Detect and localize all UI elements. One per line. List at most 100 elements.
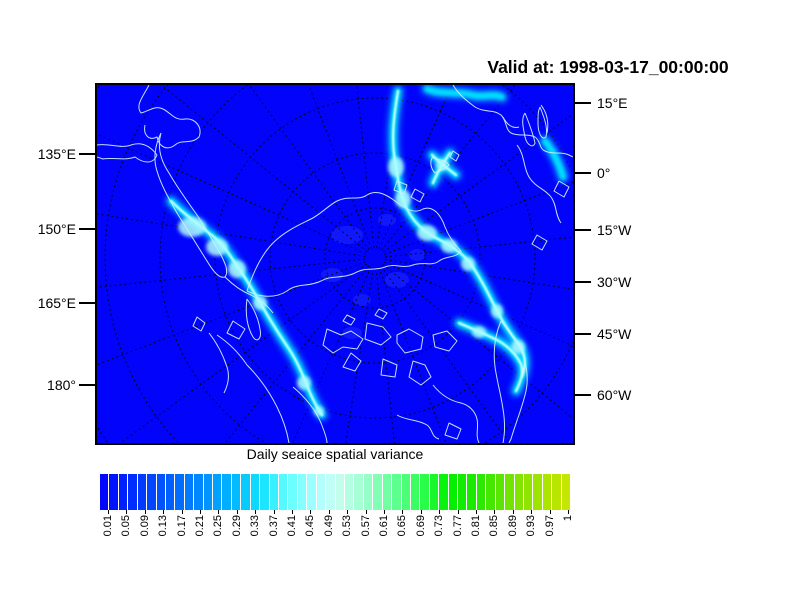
coastlines xyxy=(97,85,573,443)
colorbar-tick xyxy=(218,510,219,514)
colorbar-tick-label: 0.53 xyxy=(341,515,354,537)
coastline-path xyxy=(444,422,462,440)
colorbar-segment xyxy=(382,474,392,510)
graticule-parallel xyxy=(159,85,573,443)
colorbar-segment xyxy=(373,474,382,510)
colorbar-segment xyxy=(542,474,552,510)
colorbar-segment xyxy=(410,474,420,510)
colorbar-segment xyxy=(552,474,561,510)
colorbar-segment xyxy=(335,474,344,510)
colorbar-tick xyxy=(145,510,146,514)
coastline-path xyxy=(224,276,274,314)
colorbar-tick-label: 0.65 xyxy=(396,515,409,537)
colorbar-segment xyxy=(476,474,486,510)
right-axis-tick xyxy=(573,281,591,283)
colorbar-tick xyxy=(476,510,477,514)
colorbar-tick-label: 0.09 xyxy=(138,515,151,537)
colorbar-segment xyxy=(326,474,335,510)
colorbar-tick-label: 0.73 xyxy=(433,515,446,537)
coastline-path xyxy=(322,328,364,354)
colorbar-tick xyxy=(494,510,495,514)
colorbar-segment xyxy=(241,474,250,510)
coastline-path xyxy=(245,298,261,341)
colorbar-segment xyxy=(288,474,297,510)
colorbar-segment xyxy=(439,474,448,510)
colorbar-segment xyxy=(344,474,354,510)
graticule-parallel xyxy=(324,207,426,309)
colorbar-segment xyxy=(514,474,523,510)
colorbar-segment xyxy=(297,474,307,510)
graticule-meridian xyxy=(383,261,573,347)
colorbar-segment xyxy=(533,474,542,510)
colorbar-segment xyxy=(561,474,571,510)
graticule-meridian xyxy=(376,85,403,249)
pole-speckle xyxy=(321,214,425,339)
coastline-path xyxy=(410,188,425,203)
colorbar-tick xyxy=(200,510,201,514)
colorbar-segment xyxy=(137,474,147,510)
coastline-path xyxy=(432,384,480,443)
colorbar-tick xyxy=(182,510,183,514)
coastline-path xyxy=(97,143,158,163)
coastline-path xyxy=(246,364,290,443)
right-axis-tick-label: 15°E xyxy=(597,95,628,111)
arctic-map xyxy=(97,85,573,443)
coastline-path xyxy=(537,106,547,139)
right-axis-tick-label: 45°W xyxy=(597,326,632,342)
colorbar-tick xyxy=(366,510,367,514)
colorbar-segment xyxy=(269,474,279,510)
coastline-path xyxy=(396,328,424,354)
colorbar-tick-label: 0.21 xyxy=(194,515,206,537)
left-axis-tick-label: 165°E xyxy=(37,295,76,311)
graticule-meridian xyxy=(378,85,453,250)
coastline-path xyxy=(430,156,450,174)
colorbar-tick-label: 0.93 xyxy=(525,515,538,537)
colorbar-tick xyxy=(237,510,238,514)
coastline-path xyxy=(432,330,458,352)
coastline-path xyxy=(342,314,356,326)
left-axis-tick xyxy=(79,228,97,230)
right-axis-tick-label: 15°W xyxy=(597,222,632,238)
colorbar-tick-label: 0.69 xyxy=(414,515,427,537)
ice-variance-bands xyxy=(171,89,563,416)
colorbar-tick xyxy=(550,510,551,514)
graticule-meridian xyxy=(378,267,447,443)
colorbar-tick-label: 0.05 xyxy=(120,515,133,537)
right-axis-tick-label: 30°W xyxy=(597,274,632,290)
colorbar-tick-label: 1 xyxy=(562,515,574,522)
colorbar-segment xyxy=(523,474,533,510)
colorbar-segment xyxy=(156,474,165,510)
colorbar-segment xyxy=(467,474,476,510)
colorbar-segment xyxy=(250,474,260,510)
coastline-path xyxy=(408,360,432,386)
colorbar-tick xyxy=(439,510,440,514)
colorbar-tick xyxy=(126,510,127,514)
colorbar-segment xyxy=(231,474,241,510)
graticule-meridian xyxy=(119,263,368,443)
colorbar-segment xyxy=(486,474,495,510)
coastline-path xyxy=(208,332,229,394)
coastline-path xyxy=(380,358,398,378)
colorbar-tick-label: 0.61 xyxy=(378,515,390,537)
coastline-path xyxy=(374,308,388,320)
colorbar-tick xyxy=(163,510,164,514)
coastline-path xyxy=(452,85,573,158)
colorbar-segment xyxy=(354,474,363,510)
coastline-path xyxy=(364,322,392,346)
colorbar-tick xyxy=(402,510,403,514)
colorbar-tick-label: 0.01 xyxy=(102,515,114,537)
colorbar-segment xyxy=(222,474,231,510)
colorbar-tick xyxy=(255,510,256,514)
coastline-path xyxy=(531,234,548,251)
colorbar-segment xyxy=(165,474,175,510)
colorbar-segment xyxy=(279,474,288,510)
colorbar-tick-label: 0.17 xyxy=(175,515,188,537)
coastline-path xyxy=(553,180,570,198)
coastline-path xyxy=(393,180,408,195)
colorbar-segment xyxy=(307,474,316,510)
graticule-parallel xyxy=(269,152,481,364)
colorbar-segment xyxy=(203,474,213,510)
coastline-path xyxy=(192,316,206,332)
colorbar-tick-label: 0.81 xyxy=(470,515,482,537)
